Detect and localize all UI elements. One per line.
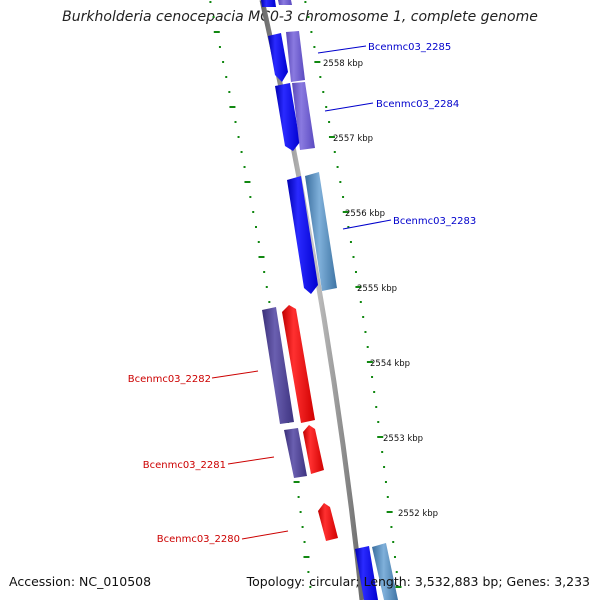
cog-bcenmc03-2283[interactable]	[305, 172, 337, 291]
cds-bcenmc03-2280[interactable]	[318, 503, 338, 541]
cds-bcenmc03-2284[interactable]	[275, 83, 300, 151]
scale-label-2556: 2556 kbp	[345, 209, 385, 219]
gene-labels: Bcenmc03_2285 Bcenmc03_2284 Bcenmc03_228…	[128, 42, 477, 545]
cds-bcenmc03-2281[interactable]	[303, 425, 324, 474]
scale-track	[304, 1, 402, 588]
cog-bcenmc03-2286[interactable]	[278, 0, 292, 5]
cds-bcenmc03-2282[interactable]	[282, 305, 315, 423]
cog-bcenmc03-2285[interactable]	[286, 31, 305, 82]
forward-cog-track	[278, 0, 398, 600]
scale-label-2557: 2557 kbp	[333, 134, 373, 144]
accession-text: Accession: NC_010508	[9, 574, 152, 589]
map-title: Burkholderia cenocepacia MC0-3 chromosom…	[62, 9, 538, 25]
gene-label-bcenmc03-2284[interactable]: Bcenmc03_2284	[376, 99, 459, 110]
scale-label-2558: 2558 kbp	[323, 59, 363, 69]
gene-label-bcenmc03-2283[interactable]: Bcenmc03_2283	[393, 216, 476, 227]
scale-label-2552: 2552 kbp	[398, 509, 438, 519]
reverse-cds-track	[282, 305, 338, 541]
genome-stats-text: Topology: circular; Length: 3,532,883 bp…	[246, 574, 590, 589]
scale-label-2554: 2554 kbp	[370, 359, 410, 369]
gene-callout-lines	[211, 45, 392, 540]
gene-label-bcenmc03-2285[interactable]: Bcenmc03_2285	[368, 42, 451, 53]
cds-bcenmc03-2279[interactable]	[355, 546, 378, 600]
chromosome-backbone	[259, 0, 365, 600]
scale-label-2553: 2553 kbp	[383, 434, 423, 444]
gene-label-bcenmc03-2282[interactable]: Bcenmc03_2282	[128, 374, 211, 385]
gene-label-bcenmc03-2280[interactable]: Bcenmc03_2280	[157, 534, 240, 545]
cds-bcenmc03-2286[interactable]	[261, 0, 276, 7]
gene-label-bcenmc03-2281[interactable]: Bcenmc03_2281	[143, 460, 226, 471]
forward-cds-track	[261, 0, 378, 600]
cds-bcenmc03-2285[interactable]	[268, 33, 288, 82]
scale-labels: 2558 kbp 2557 kbp 2556 kbp 2555 kbp 2554…	[323, 59, 438, 519]
reverse-cog-track	[262, 307, 307, 478]
cog-bcenmc03-2282[interactable]	[262, 307, 294, 424]
cog-bcenmc03-2279[interactable]	[372, 543, 398, 600]
cog-bcenmc03-2284[interactable]	[292, 82, 315, 150]
cog-bcenmc03-2281[interactable]	[284, 428, 307, 478]
scale-label-2555: 2555 kbp	[357, 284, 397, 294]
cds-bcenmc03-2283[interactable]	[287, 176, 318, 294]
